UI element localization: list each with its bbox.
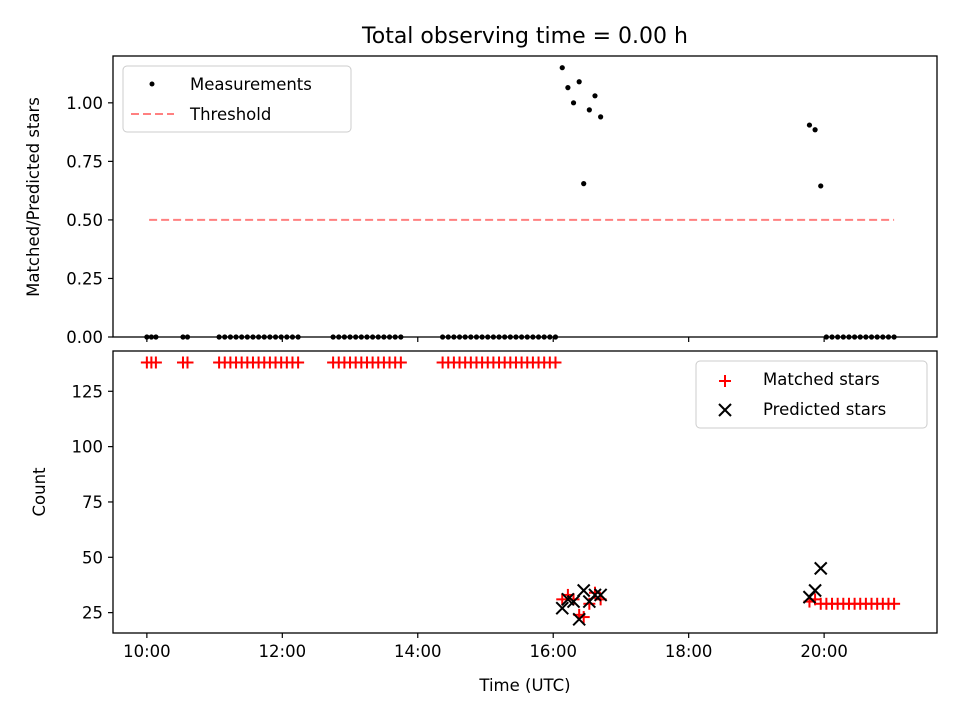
bottom-y-ticks: 25 50 75 100 125 bbox=[72, 382, 113, 623]
bottom-x-tick-label: 10:00 bbox=[123, 642, 171, 661]
bottom-y-tick-label: 25 bbox=[82, 604, 103, 623]
bottom-plot: 10:00 12:00 14:00 16:00 18:00 20:00 25 50 75 100… bbox=[30, 350, 938, 695]
measurements-point bbox=[806, 122, 813, 128]
measurements-point bbox=[576, 79, 582, 85]
measurements-point bbox=[812, 127, 818, 133]
predicted-stars-point bbox=[576, 583, 591, 598]
legend-matched-marker bbox=[719, 375, 731, 387]
top-y-tick-label: 0.25 bbox=[66, 269, 103, 288]
legend-predicted-label: Predicted stars bbox=[763, 400, 886, 419]
top-legend: Measurements Threshold bbox=[122, 65, 352, 133]
measurements-point bbox=[586, 107, 592, 113]
predicted-stars-point bbox=[808, 583, 822, 598]
bottom-y-tick-label: 75 bbox=[82, 493, 103, 512]
top-y-axis-label: Matched/Predicted stars bbox=[24, 97, 43, 297]
bottom-x-axis-label: Time (UTC) bbox=[478, 676, 570, 695]
legend-predicted-marker bbox=[718, 403, 732, 417]
bottom-y-axis-label: Count bbox=[30, 467, 49, 517]
bottom-plot-frame bbox=[112, 350, 938, 634]
bottom-legend: Matched stars Predicted stars bbox=[695, 360, 928, 429]
predicted-stars-point bbox=[588, 588, 602, 602]
measurements-point bbox=[565, 85, 571, 91]
legend-measurements-marker bbox=[149, 81, 155, 87]
matched-stars-point bbox=[394, 356, 407, 369]
top-y-tick-label: 0.75 bbox=[66, 152, 103, 171]
top-y-ticks: 0.00 0.25 0.50 0.75 1.00 bbox=[66, 94, 113, 347]
predicted-stars-point bbox=[814, 561, 828, 576]
bottom-x-tick-label: 12:00 bbox=[259, 642, 307, 661]
bottom-x-tick-label: 18:00 bbox=[665, 642, 713, 661]
matched-stars-point bbox=[549, 356, 562, 369]
measurements-point bbox=[570, 100, 577, 106]
legend-threshold-label: Threshold bbox=[189, 105, 271, 124]
bottom-legend-box bbox=[695, 360, 928, 429]
bottom-y-tick-label: 50 bbox=[82, 548, 103, 567]
bottom-x-tick-label: 14:00 bbox=[394, 642, 442, 661]
top-y-tick-label: 0.50 bbox=[66, 211, 103, 230]
matched-stars-point bbox=[149, 356, 162, 369]
measurements-point bbox=[559, 65, 565, 71]
measurements-point bbox=[818, 183, 824, 189]
bottom-plot-data bbox=[140, 356, 901, 626]
top-x-ticks bbox=[146, 337, 825, 342]
legend-measurements-label: Measurements bbox=[190, 75, 312, 94]
top-plot-data bbox=[144, 65, 897, 340]
matched-stars-point bbox=[577, 611, 590, 624]
top-plot: 0.00 0.25 0.50 0.75 1.00 Matched/Predicted s… bbox=[24, 55, 938, 347]
predicted-stars-point bbox=[593, 588, 608, 602]
bottom-y-tick-label: 125 bbox=[72, 382, 104, 401]
top-y-tick-label: 0.00 bbox=[66, 328, 103, 347]
bottom-x-ticks: 10:00 12:00 14:00 16:00 18:00 20:00 bbox=[123, 633, 848, 661]
top-y-tick-label: 1.00 bbox=[66, 94, 103, 113]
legend-matched-label: Matched stars bbox=[763, 370, 880, 389]
chart-title: Total observing time = 0.00 h bbox=[361, 24, 688, 49]
matched-stars-point bbox=[567, 593, 580, 606]
predicted-stars-point bbox=[555, 601, 569, 615]
top-legend-box bbox=[122, 65, 352, 133]
bottom-x-tick-label: 16:00 bbox=[529, 642, 577, 661]
matched-stars-point bbox=[292, 356, 305, 369]
predicted-stars-point bbox=[566, 594, 581, 609]
measurements-point bbox=[598, 114, 604, 120]
matched-stars-point bbox=[181, 356, 194, 369]
bottom-x-tick-label: 20:00 bbox=[800, 642, 848, 661]
bottom-y-tick-label: 100 bbox=[72, 438, 104, 457]
predicted-stars-point bbox=[572, 612, 586, 626]
measurements-point bbox=[581, 181, 587, 187]
matched-stars-point bbox=[888, 597, 901, 610]
measurements-point bbox=[592, 93, 598, 99]
top-plot-frame bbox=[112, 55, 938, 338]
